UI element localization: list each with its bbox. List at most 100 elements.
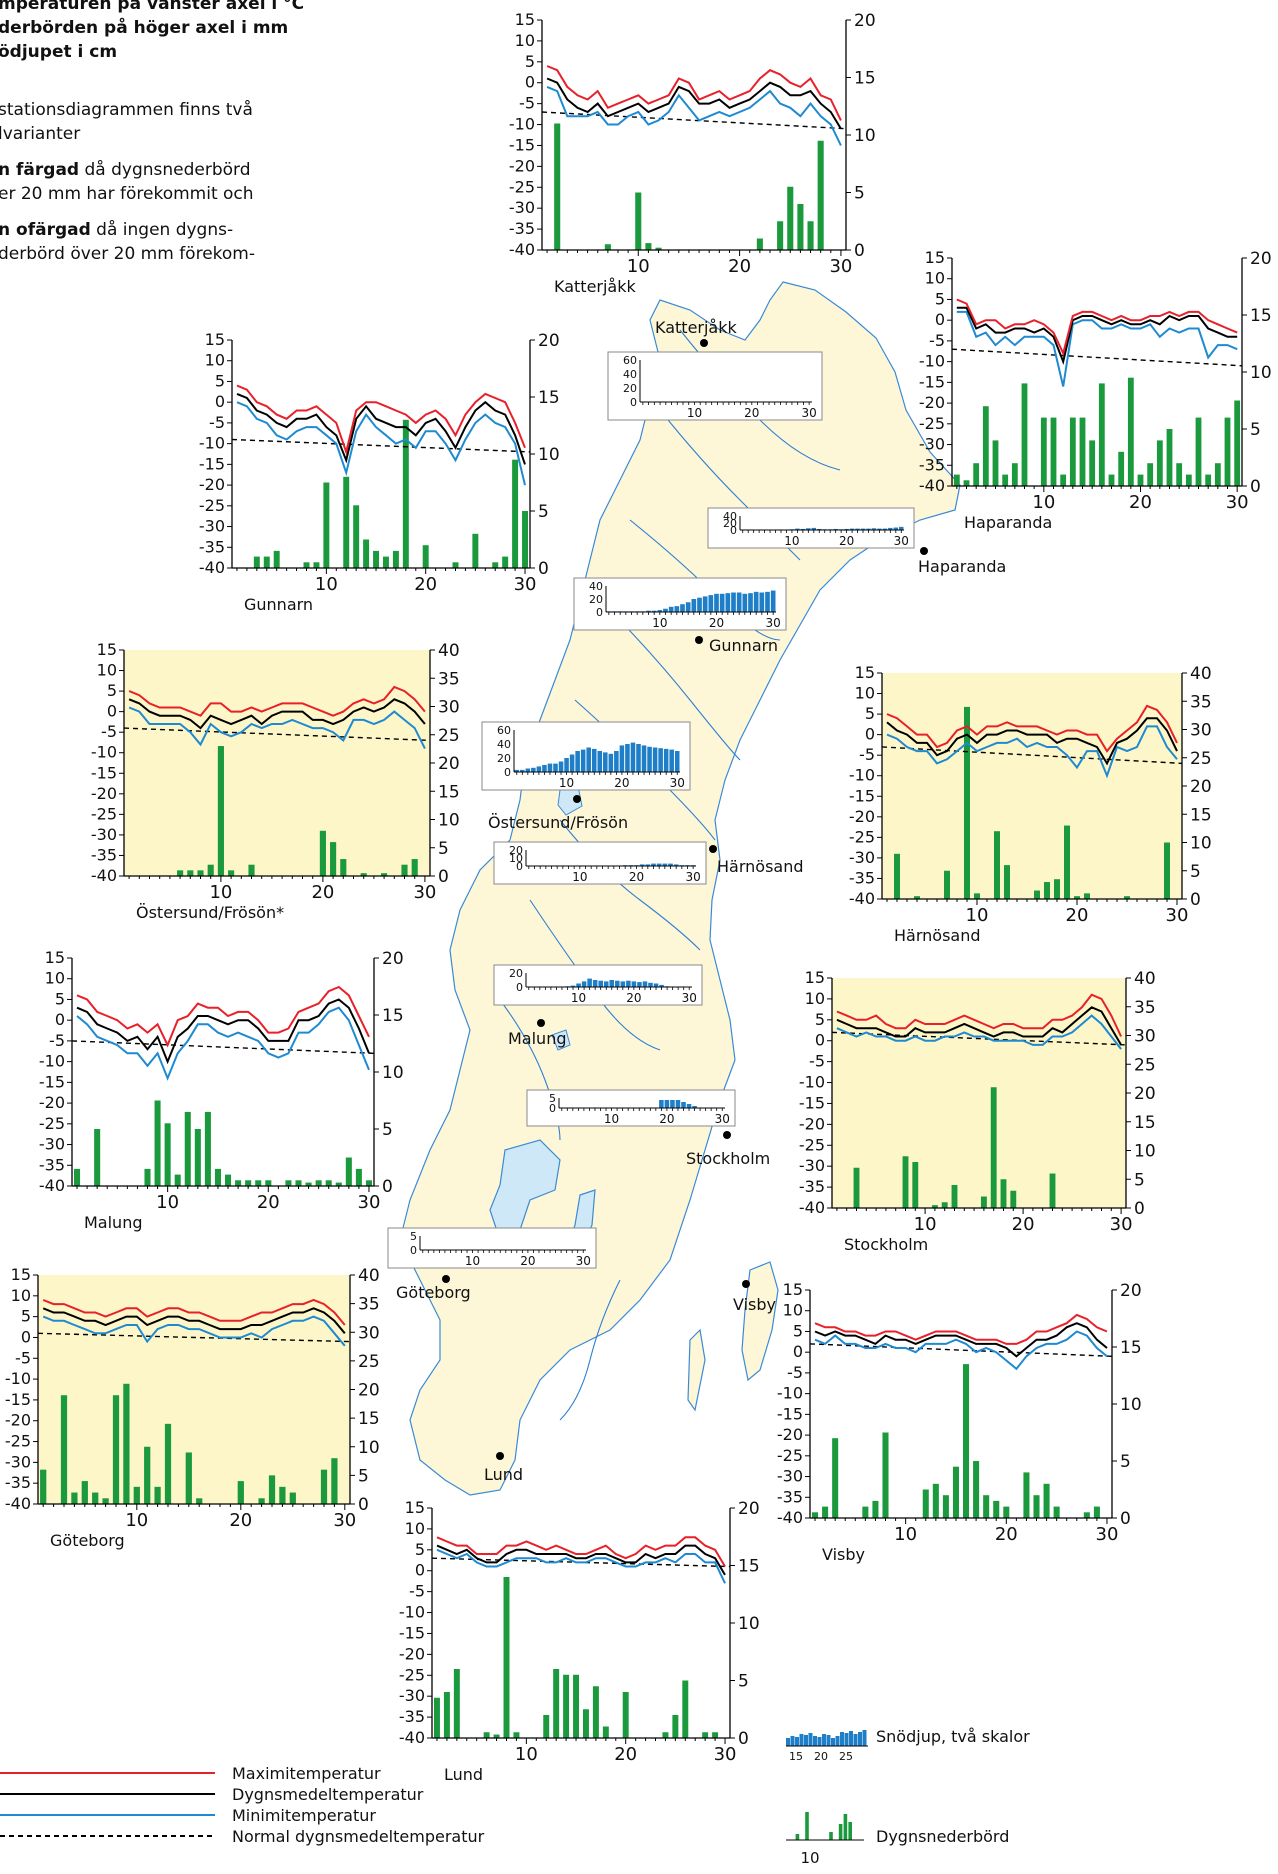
precip-bar [583, 1709, 589, 1738]
intro-heading-line-3: ödjupet i cm [0, 40, 304, 64]
snow-bar [593, 980, 598, 987]
precip-bar [195, 1129, 201, 1186]
precip-bar [196, 1498, 202, 1504]
precip-bar [235, 1180, 241, 1186]
precip-bar [983, 406, 989, 486]
x-tick-label: 20 [728, 256, 751, 277]
precip-bar [1084, 1512, 1090, 1518]
y2-tick-label: 10 [358, 1438, 380, 1458]
intro-span: då dygnsnederbörd [79, 160, 250, 180]
precip-bar [1234, 401, 1240, 487]
station-map-label: Lund [484, 1465, 523, 1484]
y-tick-label: -20 [919, 393, 945, 412]
y2-tick-label: 10 [1120, 1395, 1142, 1415]
y-tick-label: -35 [91, 845, 117, 864]
y-tick-label: -35 [39, 1155, 65, 1174]
precip-bar [872, 1501, 878, 1518]
legend-precip-bar [848, 1822, 852, 1840]
y2-tick-label: 40 [1134, 969, 1156, 989]
x-tick-label: 20 [1129, 492, 1152, 513]
station-name: Haparanda [964, 513, 1052, 532]
y-tick-label: -10 [799, 1073, 825, 1092]
station-map-label: Malung [508, 1029, 567, 1048]
y-tick-label: 0 [865, 725, 875, 744]
snow-bar [637, 982, 642, 987]
snow-x-tick-label: 30 [686, 870, 701, 884]
precip-bar [102, 1498, 108, 1504]
precip-bar [165, 1123, 171, 1186]
y-tick-label: -40 [399, 1728, 425, 1747]
x-tick-label: 20 [995, 1524, 1018, 1545]
legend-snow-bar [858, 1732, 862, 1746]
chart-shading [124, 650, 430, 876]
precip-bar [818, 141, 824, 250]
y-tick-label: 0 [525, 73, 535, 92]
legend-snow-bar [854, 1734, 858, 1746]
y2-tick-label: 10 [1134, 1142, 1156, 1162]
precip-bar [197, 870, 203, 876]
y-tick-label: -30 [849, 848, 875, 867]
precip-bar [218, 746, 224, 876]
x-tick-label: 30 [714, 1744, 737, 1765]
precip-bar [323, 483, 329, 569]
snow-bar [760, 593, 765, 613]
y-tick-label: -5 [929, 331, 945, 350]
snow-x-tick-label: 10 [572, 870, 587, 884]
station-name: Östersund/Frösön* [136, 903, 284, 922]
precip-bar [1186, 475, 1192, 486]
y-tick-label: -30 [509, 198, 535, 217]
y-tick-label: -25 [399, 1665, 425, 1684]
station-dot [573, 795, 581, 803]
legend-snow-bar [840, 1732, 844, 1746]
precip-bar [1054, 1507, 1060, 1518]
y-tick-label: -15 [919, 372, 945, 391]
y-tick-label: 10 [805, 989, 825, 1008]
precip-bar [994, 831, 1000, 899]
y-tick-label: -40 [799, 1198, 825, 1217]
y-tick-label: -30 [5, 1452, 31, 1471]
y-tick-label: -15 [399, 1623, 425, 1642]
intro-span: då ingen dygns- [91, 220, 233, 240]
x-tick-label: 10 [1032, 492, 1055, 513]
snow-tick-label: 60 [623, 354, 637, 367]
y2-tick-label: 15 [1250, 306, 1272, 326]
precip-bar [255, 1180, 261, 1186]
precip-bar [1001, 1179, 1007, 1208]
y-tick-label: 10 [11, 1286, 31, 1305]
y-tick-label: -25 [849, 827, 875, 846]
snow-tick-label: 0 [730, 524, 737, 537]
precip-bar [444, 1692, 450, 1738]
precip-bar [964, 480, 970, 486]
y-tick-label: -5 [787, 1363, 803, 1382]
y-tick-label: 5 [793, 1321, 803, 1340]
y-tick-label: -10 [849, 766, 875, 785]
y-tick-label: -20 [399, 1644, 425, 1663]
legend-snow-bar [863, 1730, 867, 1746]
precip-bar [944, 871, 950, 899]
precip-bar [662, 1732, 668, 1738]
y2-tick-label: 10 [538, 445, 560, 465]
y2-tick-label: 20 [1134, 1084, 1156, 1104]
snow-bar [675, 751, 680, 772]
y-tick-label: -20 [39, 1093, 65, 1112]
y2-tick-label: 15 [358, 1409, 380, 1429]
y-tick-label: -35 [399, 1707, 425, 1726]
precip-bar [274, 551, 280, 568]
snow-bar [647, 747, 652, 772]
precip-bar [502, 557, 508, 568]
y-tick-label: -25 [919, 414, 945, 433]
x-tick-label: 10 [315, 574, 338, 595]
snow-tick-label: 5 [410, 1230, 417, 1243]
y-tick-label: 5 [55, 989, 65, 1008]
y-tick-label: 10 [405, 1519, 425, 1538]
y-tick-label: -30 [777, 1467, 803, 1486]
y-tick-label: -15 [509, 135, 535, 154]
y2-tick-label: 25 [358, 1352, 380, 1372]
legend-precip-bar [829, 1832, 833, 1840]
precip-bar [991, 1087, 997, 1208]
